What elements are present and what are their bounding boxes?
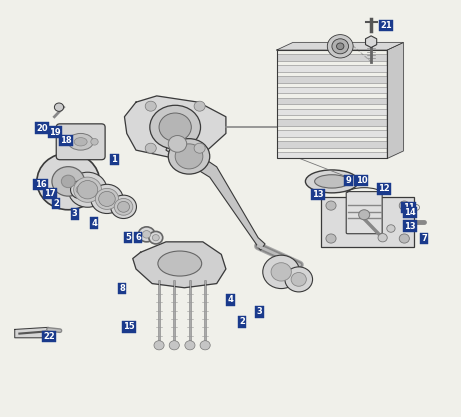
Text: 16: 16 [35,180,47,189]
Bar [277,141,387,148]
FancyBboxPatch shape [321,197,414,247]
Circle shape [332,39,349,54]
Circle shape [154,341,164,350]
Circle shape [194,101,205,111]
Bar [277,119,387,126]
Circle shape [194,143,205,153]
Text: 15: 15 [123,322,135,332]
Circle shape [326,234,336,243]
Bar [277,98,387,104]
Ellipse shape [314,175,349,188]
Text: 20: 20 [36,123,48,133]
Circle shape [138,227,155,242]
Text: 18: 18 [60,136,72,145]
Circle shape [71,181,91,199]
Text: 1: 1 [112,155,117,164]
Text: 5: 5 [125,233,131,242]
Circle shape [145,143,156,153]
Text: 2: 2 [239,317,245,327]
FancyBboxPatch shape [56,124,105,160]
Circle shape [99,191,115,206]
Circle shape [77,181,98,199]
Bar [277,54,387,61]
Bar [277,108,387,115]
Text: 11: 11 [402,203,414,212]
Text: 3: 3 [257,307,262,317]
Circle shape [37,153,100,210]
Text: 13: 13 [312,190,324,199]
Polygon shape [15,327,52,338]
FancyBboxPatch shape [346,192,382,234]
Circle shape [61,175,75,188]
Circle shape [359,210,370,220]
Polygon shape [366,36,377,48]
Circle shape [52,167,84,196]
Circle shape [95,188,118,209]
Circle shape [76,186,85,194]
Text: 10: 10 [355,176,367,185]
Text: 8: 8 [119,284,125,293]
Ellipse shape [305,170,358,193]
Circle shape [145,101,156,111]
Circle shape [378,234,387,242]
Circle shape [118,201,130,212]
Text: 14: 14 [404,208,416,217]
Text: 4: 4 [91,219,97,228]
Circle shape [169,341,179,350]
Circle shape [142,231,151,238]
Circle shape [387,225,395,232]
Circle shape [291,273,306,286]
Polygon shape [387,43,403,158]
Bar [277,76,387,83]
Bar [277,87,387,93]
Text: 3: 3 [72,209,77,219]
Circle shape [111,195,136,219]
Polygon shape [277,43,403,50]
Circle shape [175,144,203,169]
Bar [277,65,387,72]
Text: 4: 4 [228,295,233,304]
Text: 19: 19 [49,128,61,137]
Circle shape [54,103,64,111]
Polygon shape [166,138,265,250]
Text: 13: 13 [404,221,416,231]
Polygon shape [124,96,226,158]
Text: 2: 2 [53,199,59,208]
Polygon shape [133,242,226,288]
Circle shape [399,234,409,243]
Bar [277,152,387,158]
Text: 21: 21 [380,21,392,30]
Circle shape [326,201,336,210]
Circle shape [114,198,133,215]
Ellipse shape [150,106,201,149]
Circle shape [68,172,107,207]
Circle shape [168,136,187,152]
Circle shape [263,255,300,289]
Circle shape [285,267,313,292]
Circle shape [200,341,210,350]
Circle shape [337,43,344,50]
Ellipse shape [159,113,191,141]
Circle shape [271,263,291,281]
Circle shape [91,184,123,214]
Text: 9: 9 [346,176,351,185]
Ellipse shape [168,138,210,174]
Ellipse shape [68,133,93,150]
Bar [277,50,387,158]
Circle shape [149,231,163,244]
Text: 22: 22 [43,332,55,341]
Circle shape [74,177,101,202]
Circle shape [399,201,409,210]
Circle shape [152,234,160,241]
Text: 17: 17 [44,189,56,198]
Ellipse shape [74,138,87,146]
Text: 12: 12 [378,184,390,193]
Circle shape [91,138,98,145]
Ellipse shape [158,251,202,276]
Text: 7: 7 [421,234,427,243]
Bar [277,130,387,137]
Circle shape [327,35,353,58]
Circle shape [185,341,195,350]
Text: 6: 6 [136,233,141,242]
